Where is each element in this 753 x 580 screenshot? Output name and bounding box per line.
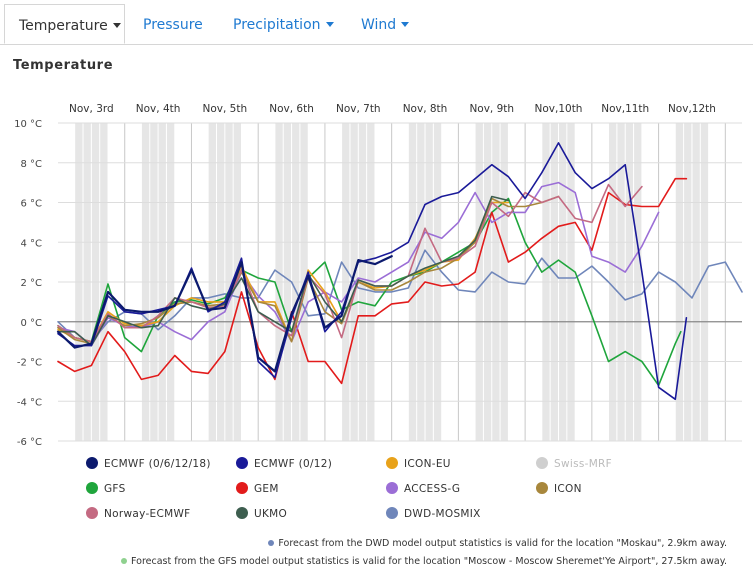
series-line-gfs (57, 197, 682, 387)
note-dot (268, 539, 275, 546)
legend-label: ICON (554, 483, 582, 495)
legend-label: UKMO (254, 508, 288, 520)
legend-dot (386, 507, 398, 519)
y-tick-label: 0 °C (20, 318, 42, 329)
x-day-label: Nov, 5th (203, 103, 248, 115)
gfs-note: Forecast from the GFS model output stati… (121, 556, 727, 567)
y-tick-label: 10 °C (14, 119, 42, 130)
legend-item-access-g[interactable]: ACCESS-G (386, 482, 461, 495)
x-day-label: Nov,12th (668, 103, 716, 115)
tab-pressure-label: Pressure (143, 17, 203, 33)
legend-dot (86, 507, 98, 519)
tab-precipitation-label: Precipitation (233, 17, 321, 33)
legend-dot (536, 482, 548, 494)
note-dot (121, 557, 127, 564)
legend-item-swiss-mrf[interactable]: Swiss-MRF (536, 457, 612, 470)
tab-wind[interactable]: Wind (361, 0, 410, 44)
x-day-label: Nov, 7th (336, 103, 381, 115)
legend-label: GEM (254, 483, 279, 495)
legend-label: Swiss-MRF (554, 458, 612, 470)
legend-label: Norway-ECMWF (104, 508, 191, 520)
series-line-ukmo (57, 195, 510, 347)
legend-dot (86, 457, 98, 469)
y-tick-label: -4 °C (17, 397, 42, 408)
legend-dot (236, 482, 248, 494)
legend-dot (236, 507, 248, 519)
series-line-ecmwf-0-12- (57, 142, 688, 401)
x-day-label: Nov,11th (601, 103, 649, 115)
legend-item-ecmwf-0-6-12-18[interactable]: ECMWF (0/6/12/18) (86, 457, 211, 470)
x-day-label: Nov, 4th (136, 103, 181, 115)
legend-item-norway-ecmwf[interactable]: Norway-ECMWF (86, 507, 191, 520)
section-title: Temperature (13, 58, 114, 73)
legend-label: ACCESS-G (404, 483, 461, 495)
legend-item-ukmo[interactable]: UKMO (236, 507, 288, 520)
legend-label: GFS (104, 483, 126, 495)
legend-item-dwd-mosmix[interactable]: DWD-MOSMIX (386, 507, 481, 520)
series-line-dwd-mosmix (57, 249, 743, 343)
legend-label: ECMWF (0/12) (254, 458, 333, 470)
tab-temperature[interactable]: Temperature (4, 4, 125, 44)
y-tick-label: -6 °C (17, 437, 42, 448)
legend-dot (386, 482, 398, 494)
legend-dot (236, 457, 248, 469)
tab-wind-label: Wind (361, 17, 397, 33)
tab-temperature-label: Temperature (19, 18, 108, 34)
legend-label: ECMWF (0/6/12/18) (104, 458, 211, 470)
legend-dot (86, 482, 98, 494)
note-text: Forecast from the GFS model output stati… (131, 556, 727, 567)
legend: ECMWF (0/6/12/18) ECMWF (0/12) ICON-EU S… (86, 457, 726, 528)
x-day-label: Nov, 8th (403, 103, 448, 115)
y-tick-label: -2 °C (17, 358, 42, 369)
x-day-label: Nov, 3rd (69, 103, 114, 115)
series-line-ecmwf-0-6-12-18- (56, 255, 393, 373)
chevron-down-icon (325, 21, 334, 27)
legend-label: ICON-EU (404, 458, 451, 470)
legend-item-icon[interactable]: ICON (536, 482, 582, 495)
legend-label: DWD-MOSMIX (404, 508, 481, 520)
series-line-norway-ecmwf (57, 183, 643, 343)
legend-dot (386, 457, 398, 469)
x-day-label: Nov, 9th (469, 103, 514, 115)
legend-item-ecmwf-0-12[interactable]: ECMWF (0/12) (236, 457, 333, 470)
y-tick-label: 6 °C (20, 199, 42, 210)
chevron-down-icon (112, 22, 121, 28)
y-tick-label: 2 °C (20, 278, 42, 289)
x-day-label: Nov, 6th (269, 103, 314, 115)
tab-precipitation[interactable]: Precipitation (233, 0, 334, 44)
y-tick-label: 4 °C (20, 238, 42, 249)
note-text: Forecast from the DWD model output stati… (278, 538, 727, 549)
y-tick-label: 8 °C (20, 159, 42, 170)
tab-pressure[interactable]: Pressure (143, 0, 203, 44)
legend-item-icon-eu[interactable]: ICON-EU (386, 457, 451, 470)
series-line-gem (57, 177, 688, 385)
tab-bar: Temperature Pressure Precipitation Wind (0, 0, 753, 45)
legend-dot (536, 457, 548, 469)
dwd-note: Forecast from the DWD model output stati… (268, 538, 727, 549)
chevron-down-icon (401, 21, 410, 27)
legend-item-gem[interactable]: GEM (236, 482, 279, 495)
legend-item-gfs[interactable]: GFS (86, 482, 126, 495)
temperature-chart: -6 °C -4 °C -2 °C 0 °C 2 °C 4 °C 6 °C 8 °C 10 °C… (14, 103, 743, 448)
x-day-label: Nov,10th (535, 103, 583, 115)
